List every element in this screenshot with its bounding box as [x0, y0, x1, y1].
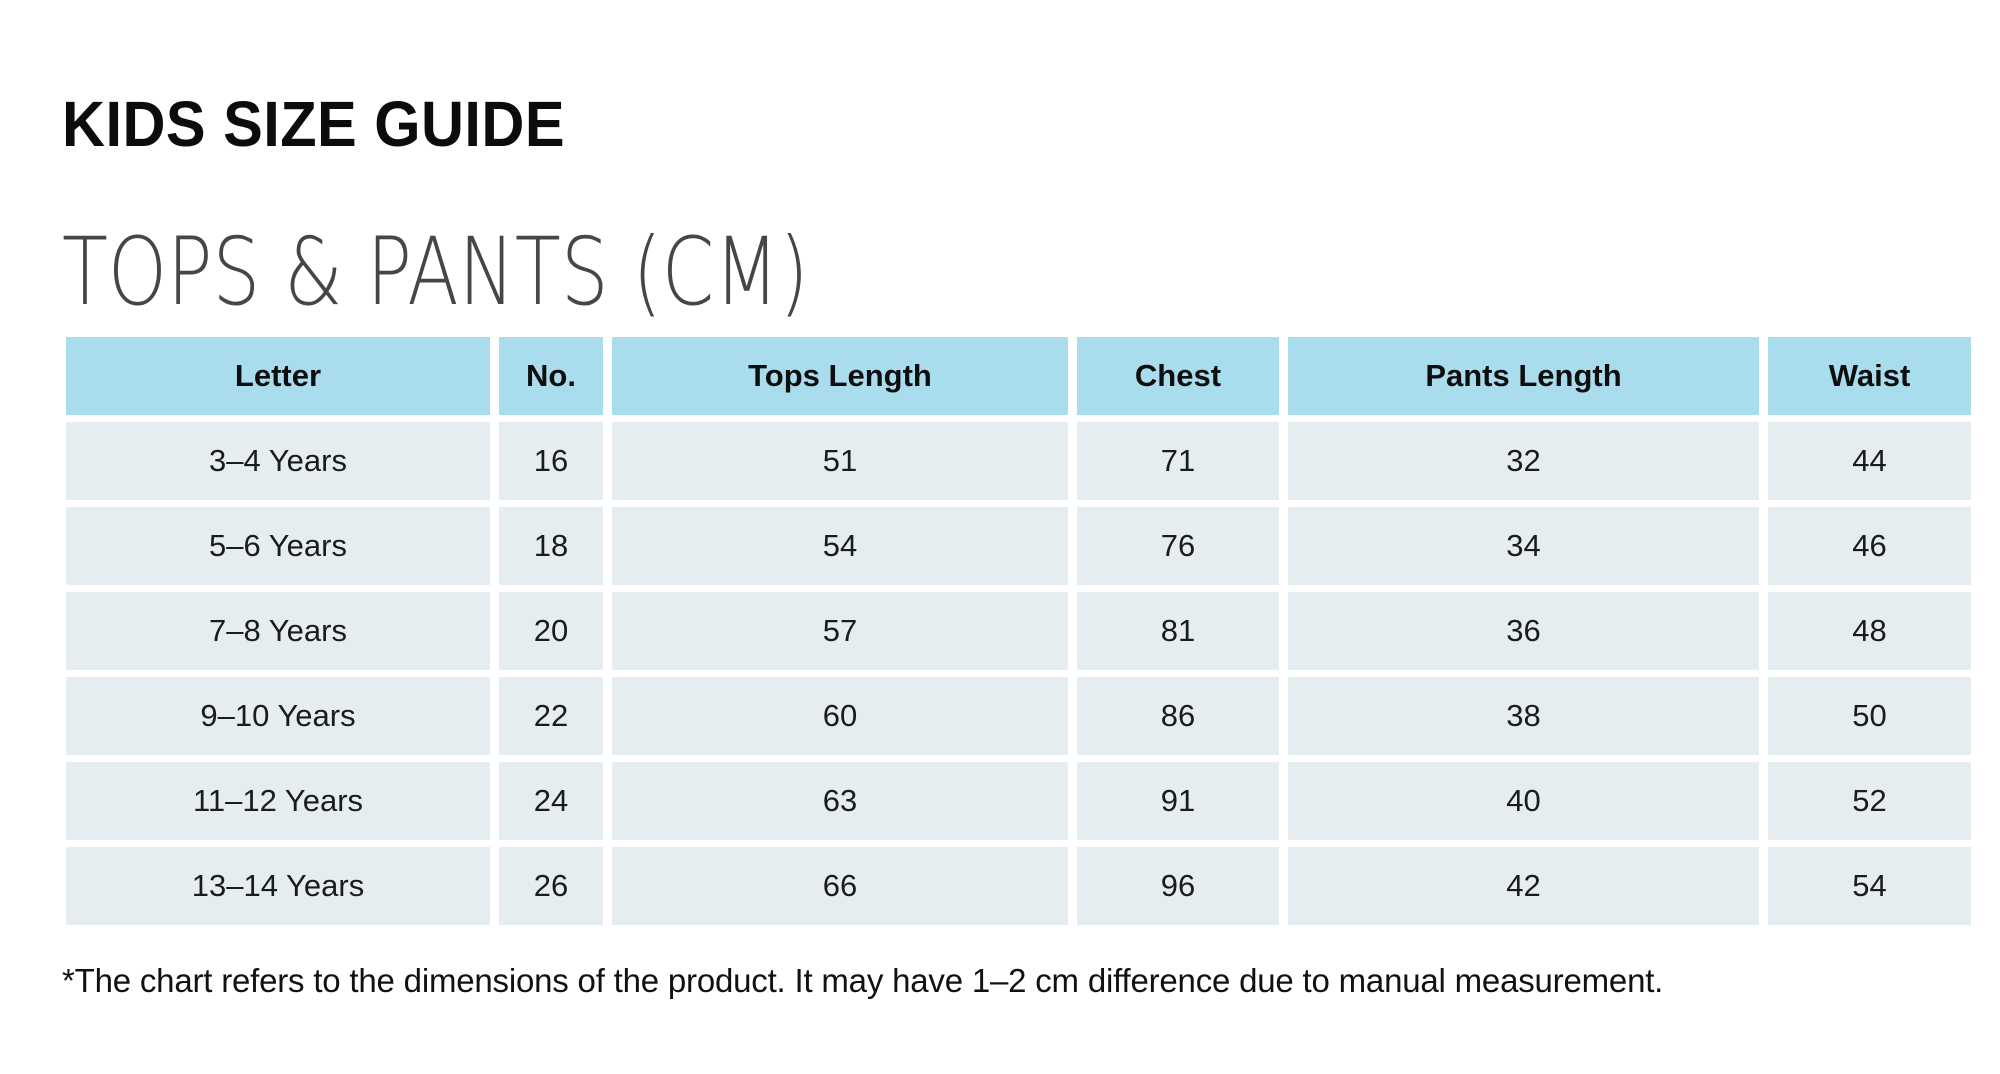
table-row: 11–12 Years 24 63 91 40 52 — [66, 762, 1971, 840]
table-cell-chest: 71 — [1077, 422, 1279, 500]
table-cell-waist: 54 — [1768, 847, 1971, 925]
column-header-waist: Waist — [1768, 337, 1971, 415]
table-cell-tops-length: 51 — [612, 422, 1068, 500]
table-cell-tops-length: 63 — [612, 762, 1068, 840]
column-header-no: No. — [499, 337, 603, 415]
footnote: *The chart refers to the dimensions of t… — [62, 962, 1664, 999]
table-cell-pants-length: 38 — [1288, 677, 1759, 755]
size-table: Letter No. Tops Length Chest Pants Lengt… — [57, 330, 1980, 932]
table-cell-chest: 91 — [1077, 762, 1279, 840]
header-row: Letter No. Tops Length Chest Pants Lengt… — [66, 337, 1971, 415]
table-cell-chest: 81 — [1077, 592, 1279, 670]
table-cell-waist: 46 — [1768, 507, 1971, 585]
table-cell-letter: 7–8 Years — [66, 592, 490, 670]
table-cell-letter: 9–10 Years — [66, 677, 490, 755]
table-cell-no: 20 — [499, 592, 603, 670]
table-cell-waist: 50 — [1768, 677, 1971, 755]
table-row: 13–14 Years 26 66 96 42 54 — [66, 847, 1971, 925]
table-cell-no: 26 — [499, 847, 603, 925]
table-cell-no: 24 — [499, 762, 603, 840]
column-header-pants-length: Pants Length — [1288, 337, 1759, 415]
table-cell-tops-length: 66 — [612, 847, 1068, 925]
page-title: KIDS SIZE GUIDE — [62, 88, 566, 160]
column-header-chest: Chest — [1077, 337, 1279, 415]
table-cell-tops-length: 54 — [612, 507, 1068, 585]
table-cell-chest: 96 — [1077, 847, 1279, 925]
table-cell-waist: 52 — [1768, 762, 1971, 840]
table-cell-letter: 13–14 Years — [66, 847, 490, 925]
table-cell-no: 18 — [499, 507, 603, 585]
table-row: 7–8 Years 20 57 81 36 48 — [66, 592, 1971, 670]
table-row: 3–4 Years 16 51 71 32 44 — [66, 422, 1971, 500]
table-cell-letter: 3–4 Years — [66, 422, 490, 500]
table-cell-waist: 48 — [1768, 592, 1971, 670]
table-row: 5–6 Years 18 54 76 34 46 — [66, 507, 1971, 585]
column-header-letter: Letter — [66, 337, 490, 415]
table-cell-no: 22 — [499, 677, 603, 755]
table-cell-no: 16 — [499, 422, 603, 500]
table-cell-tops-length: 57 — [612, 592, 1068, 670]
table-cell-chest: 86 — [1077, 677, 1279, 755]
page-subtitle: TOPS & PANTS (CM) — [62, 218, 809, 327]
table-cell-tops-length: 60 — [612, 677, 1068, 755]
table-cell-chest: 76 — [1077, 507, 1279, 585]
table-cell-letter: 11–12 Years — [66, 762, 490, 840]
table-cell-pants-length: 40 — [1288, 762, 1759, 840]
table-row: 9–10 Years 22 60 86 38 50 — [66, 677, 1971, 755]
table-cell-pants-length: 36 — [1288, 592, 1759, 670]
table-cell-pants-length: 34 — [1288, 507, 1759, 585]
table-cell-pants-length: 32 — [1288, 422, 1759, 500]
table-cell-waist: 44 — [1768, 422, 1971, 500]
column-header-tops-length: Tops Length — [612, 337, 1068, 415]
table-cell-pants-length: 42 — [1288, 847, 1759, 925]
table-cell-letter: 5–6 Years — [66, 507, 490, 585]
